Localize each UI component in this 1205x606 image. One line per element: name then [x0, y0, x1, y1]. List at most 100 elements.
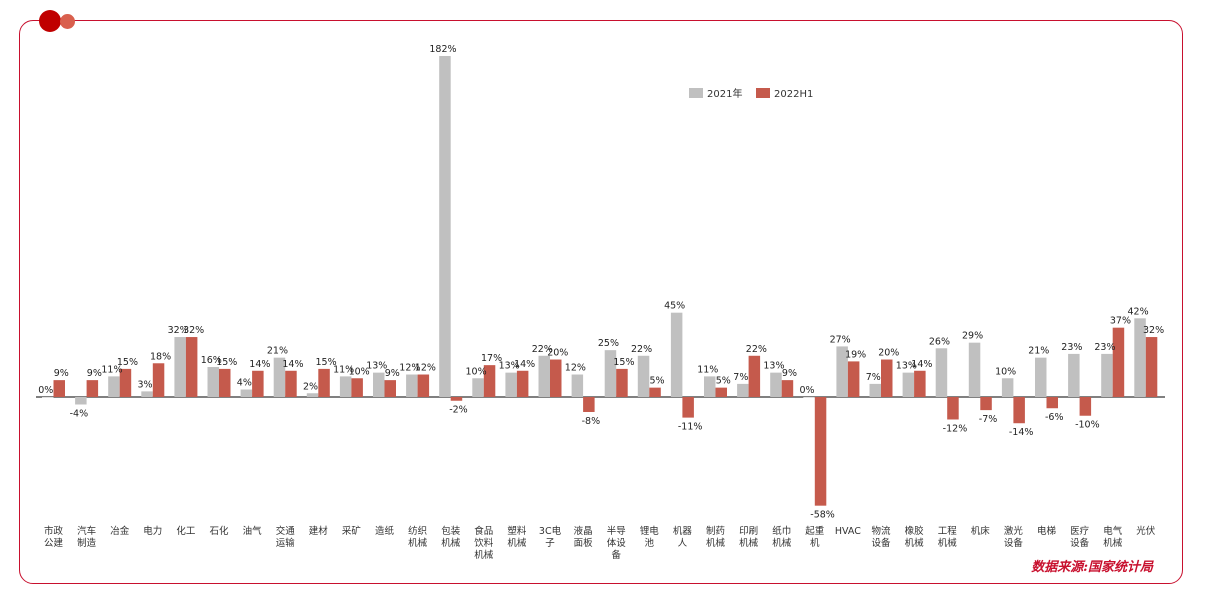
bar-2021: [737, 383, 749, 397]
bar-2021: [306, 393, 319, 397]
value-label-2021: 13%: [763, 361, 784, 372]
bar-2022h1: [516, 370, 529, 397]
bar-2021: [141, 391, 153, 397]
bar-2022h1: [417, 374, 430, 397]
bar-2021: [1134, 318, 1146, 397]
bar-2021: [637, 355, 650, 397]
bar-2022h1: [550, 359, 562, 397]
bar-2022h1: [351, 378, 363, 397]
value-label-2021: 12%: [565, 363, 586, 374]
legend-label-2021: 2021年: [707, 87, 742, 100]
bar-2021: [538, 355, 550, 397]
bar-2021: [836, 346, 848, 397]
category-label: 电气机械: [1103, 525, 1123, 549]
category-label: 3C电子: [539, 525, 562, 549]
bar-2022h1: [384, 380, 396, 397]
value-label-2022h1: 19%: [845, 349, 866, 360]
category-label: 造纸: [375, 525, 395, 537]
value-label-2022h1: 9%: [87, 368, 102, 379]
value-label-2022h1: 10%: [349, 366, 370, 377]
bar-2022h1: [318, 368, 330, 397]
value-label-2022h1: 15%: [315, 357, 336, 368]
bar-2022h1: [1112, 327, 1125, 397]
bar-2022h1: [748, 355, 761, 397]
legend: 2021年 2022H1: [689, 87, 813, 100]
category-label: 油气: [243, 525, 263, 537]
category-label: 市政公建: [44, 525, 64, 549]
category-label: 锂电池: [640, 525, 660, 549]
value-label-2021: 21%: [267, 346, 288, 357]
value-label-2022h1: -10%: [1075, 420, 1100, 431]
bar-2021: [373, 372, 385, 397]
bar-2021: [902, 372, 915, 397]
category-label: 电梯: [1037, 525, 1057, 537]
legend-label-2022: 2022H1: [774, 89, 813, 100]
bar-2022h1: [682, 397, 694, 418]
bar-2021: [339, 376, 352, 397]
decor-dot-large: [39, 10, 61, 32]
value-label-2022h1: 22%: [746, 344, 767, 355]
value-label-2021: 10%: [995, 366, 1016, 377]
bar-2021: [770, 372, 782, 397]
bar-2021: [174, 337, 186, 397]
value-label-2022h1: 20%: [547, 348, 568, 359]
category-label: 汽车制造: [77, 525, 97, 549]
bar-2022h1: [450, 397, 463, 401]
value-label-2021: 21%: [1028, 346, 1049, 357]
category-label: HVAC: [835, 526, 861, 537]
value-label-2022h1: 14%: [911, 359, 932, 370]
bar-2021: [1101, 353, 1113, 397]
value-label-2022h1: -11%: [678, 422, 703, 433]
legend-swatch-2022: [756, 88, 770, 98]
value-label-2022h1: -7%: [979, 414, 998, 425]
value-label-2021: 23%: [1094, 342, 1115, 353]
value-label-2022h1: 32%: [1143, 325, 1164, 336]
bar-2022h1: [715, 387, 727, 397]
value-label-2021: 7%: [866, 372, 881, 383]
value-label-2022h1: 14%: [249, 359, 270, 370]
value-label-2021: 22%: [631, 344, 652, 355]
category-label: 医疗设备: [1070, 525, 1090, 549]
value-label-2021: 26%: [929, 336, 950, 347]
value-label-2022h1: 9%: [385, 368, 400, 379]
bar-2021: [604, 350, 617, 397]
bar-2022h1: [219, 368, 231, 397]
bar-2021: [571, 374, 584, 397]
category-label: 交通运输: [276, 525, 296, 549]
bar-2021: [1068, 353, 1080, 397]
value-label-2022h1: -8%: [582, 416, 601, 427]
bar-2022h1: [1046, 397, 1058, 409]
value-label-2021: 11%: [101, 364, 122, 375]
category-label: 食品饮料机械: [474, 525, 494, 561]
bar-2021: [240, 389, 253, 397]
category-label: 光伏: [1136, 525, 1156, 537]
bar-2021: [1001, 378, 1014, 397]
bar-2022h1: [881, 359, 893, 397]
bar-2022h1: [185, 337, 198, 397]
value-label-2022h1: -2%: [449, 405, 468, 416]
category-label: 液晶面板: [574, 525, 594, 549]
bar-2022h1: [252, 370, 264, 397]
value-label-2022h1: -6%: [1045, 412, 1064, 423]
category-label: 纺织机械: [408, 525, 428, 549]
bar-2022h1: [914, 370, 926, 397]
bar-2022h1: [1079, 397, 1092, 416]
value-label-2021: 2%: [303, 381, 318, 392]
bar-2021: [935, 348, 948, 397]
bar-2022h1: [86, 380, 99, 397]
value-label-2021: 182%: [429, 44, 456, 55]
bar-2021: [968, 342, 981, 397]
source-note: 数据来源:国家统计局: [1031, 560, 1153, 575]
bar-2022h1: [152, 363, 165, 397]
category-label: 制药机械: [706, 525, 726, 549]
value-label-2022h1: 18%: [150, 351, 171, 362]
bar-2022h1: [814, 397, 827, 506]
value-label-2021: 25%: [598, 338, 619, 349]
value-label-2021: 22%: [532, 344, 553, 355]
value-label-2021: 11%: [697, 364, 718, 375]
bar-2021: [670, 312, 683, 397]
value-label-2021: 32%: [168, 325, 189, 336]
bar-2021: [1035, 357, 1047, 397]
bar-2022h1: [483, 365, 496, 397]
